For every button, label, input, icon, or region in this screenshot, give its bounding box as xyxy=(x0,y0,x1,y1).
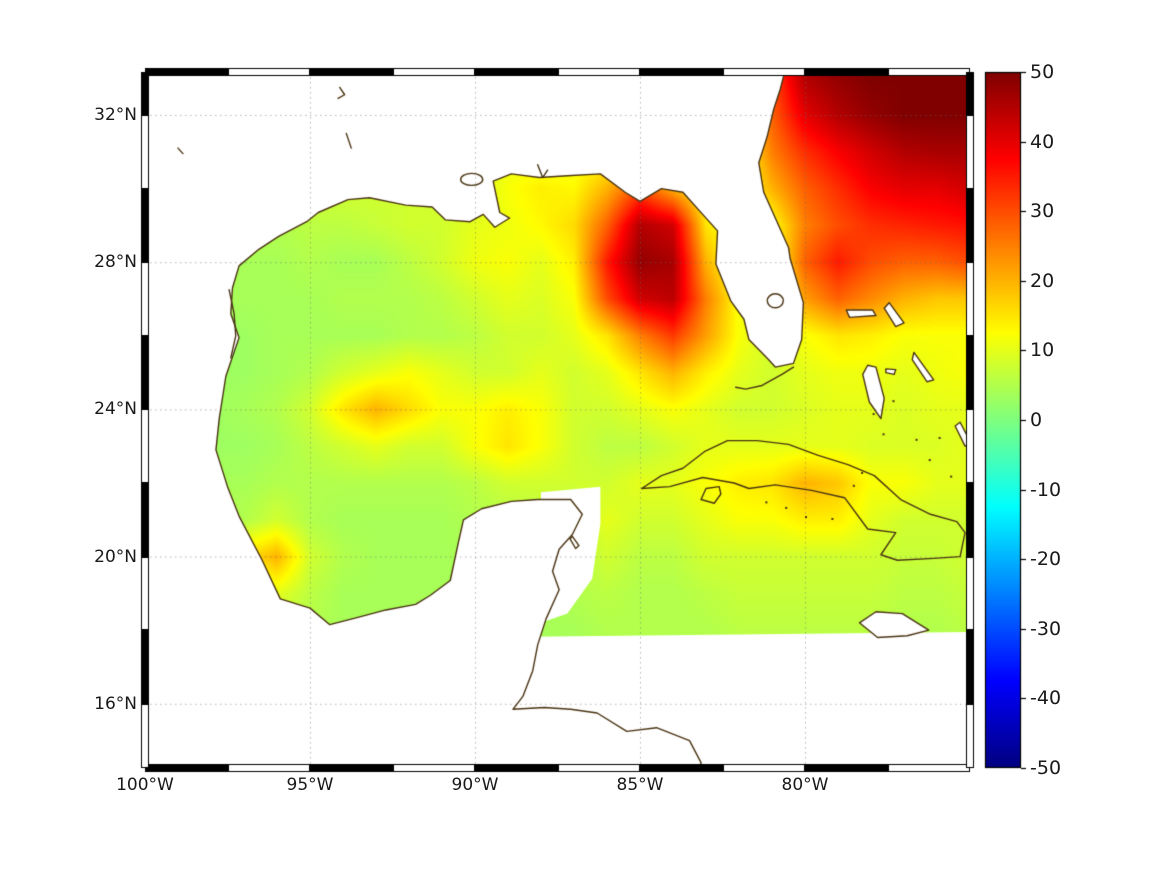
lon-tick-label-85w: 85°W xyxy=(616,775,664,795)
colorbar-tick-label-40: 40 xyxy=(1030,131,1055,153)
colorbar-tick-label-20: 20 xyxy=(1030,270,1055,292)
colorbar-tick-label-0: 0 xyxy=(1030,409,1043,431)
colorbar-tick-label-30: 30 xyxy=(1030,200,1055,222)
lat-tick-label-32n: 32°N xyxy=(94,105,137,125)
colorbar-tick-label-50: 50 xyxy=(1030,61,1055,83)
lon-tick-label-95w: 95°W xyxy=(286,775,334,795)
lat-tick-label-24n: 24°N xyxy=(94,399,137,419)
colorbar-tick-label-n30: -30 xyxy=(1030,618,1062,640)
colorbar-tick-label-10: 10 xyxy=(1030,339,1055,361)
lat-tick-label-16n: 16°N xyxy=(94,694,137,714)
colorbar-tick-label-n40: -40 xyxy=(1030,687,1062,709)
lon-tick-label-80w: 80°W xyxy=(781,775,829,795)
lat-tick-label-28n: 28°N xyxy=(94,252,137,272)
lon-tick-label-100w: 100°W xyxy=(116,775,174,795)
colorbar-tick-label-n20: -20 xyxy=(1030,548,1062,570)
lon-tick-label-90w: 90°W xyxy=(451,775,499,795)
colorbar-tick-label-n50: -50 xyxy=(1030,757,1062,779)
colorbar-tick-label-n10: -10 xyxy=(1030,479,1062,501)
lat-tick-label-20n: 20°N xyxy=(94,547,137,567)
